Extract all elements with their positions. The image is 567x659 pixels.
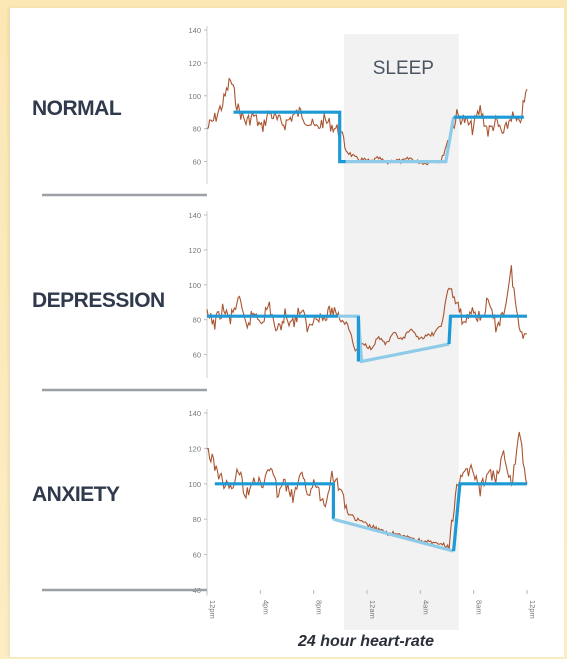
x-tick-label: 12pm: [208, 600, 217, 619]
sleep-band: [343, 34, 459, 630]
sleep-trend-line: [332, 517, 455, 553]
y-tick-label: 60: [193, 351, 201, 360]
y-tick-label: 140: [188, 26, 201, 35]
y-tick-label: 60: [193, 158, 201, 167]
y-tick-label: 100: [188, 92, 201, 101]
x-tick-label: 8pm: [315, 600, 324, 615]
trend-line: [452, 482, 527, 552]
x-tick-label: 8am: [475, 600, 484, 615]
x-axis-caption: 24 hour heart-rate: [297, 633, 435, 650]
panel-label-anxiety: ANXIETY: [32, 483, 120, 506]
y-tick-label: 100: [188, 480, 201, 489]
heart-rate-trace: [206, 265, 528, 352]
x-tick-label: 12am: [368, 600, 377, 619]
heart-rate-trace: [206, 431, 528, 552]
y-tick-label: 80: [193, 125, 201, 134]
sleep-label: SLEEP: [373, 58, 434, 79]
panel-label-depression: DEPRESSION: [32, 289, 165, 312]
y-tick-label: 80: [193, 316, 201, 325]
y-tick-label: 120: [188, 59, 201, 68]
y-tick-label: 100: [188, 281, 201, 290]
trend-line: [214, 482, 335, 520]
y-tick-label: 60: [193, 551, 201, 560]
x-tick-label: 12pm: [528, 600, 537, 619]
x-tick-label: 4am: [421, 600, 430, 615]
y-tick-label: 120: [188, 246, 201, 255]
y-tick-label: 140: [188, 409, 201, 418]
y-tick-label: 80: [193, 515, 201, 524]
trend-line: [447, 314, 527, 345]
x-tick-label: 4pm: [261, 600, 270, 615]
panel-label-normal: NORMAL: [32, 97, 122, 120]
y-tick-label: 140: [188, 211, 201, 220]
y-tick-label: 120: [188, 444, 201, 453]
trend-line: [233, 110, 346, 164]
sleep-trend-line: [345, 116, 456, 164]
